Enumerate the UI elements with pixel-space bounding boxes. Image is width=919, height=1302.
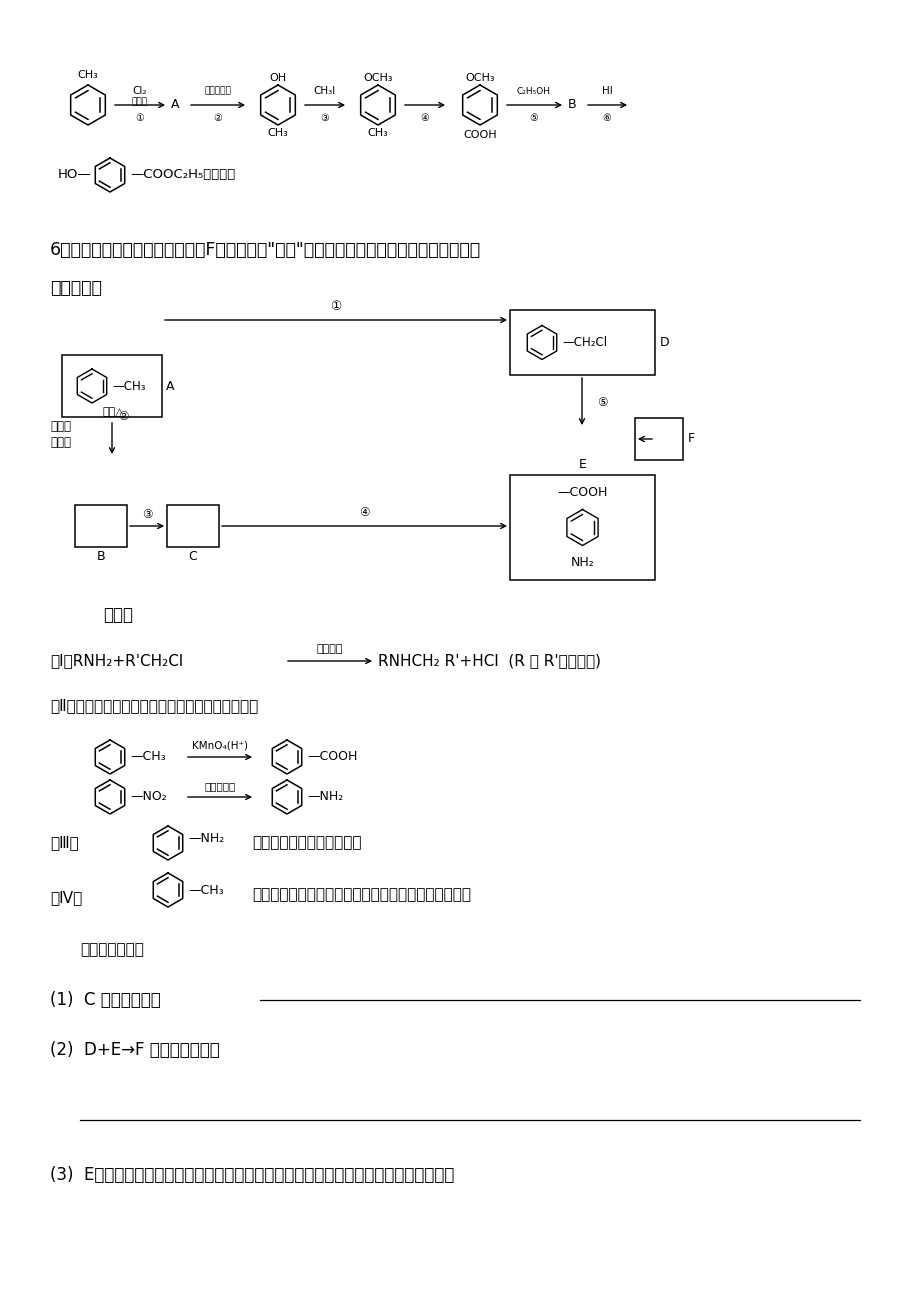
Text: CH₃: CH₃ (77, 70, 98, 79)
Text: C₂H₅OH: C₂H₅OH (516, 86, 550, 95)
Text: OCH₃: OCH₃ (363, 73, 392, 83)
Text: 浓硝酸: 浓硝酸 (50, 435, 71, 448)
Text: —COOH: —COOH (557, 487, 607, 500)
Bar (634, 418, 682, 460)
Text: B: B (567, 99, 576, 112)
Text: Cl₂: Cl₂ (132, 86, 147, 96)
Text: ⑤: ⑤ (596, 396, 607, 409)
Text: OCH₃: OCH₃ (465, 73, 494, 83)
Bar (167, 505, 219, 547)
Text: C: C (188, 549, 198, 562)
Text: D: D (659, 336, 669, 349)
Text: 水溶△: 水溶△ (103, 408, 125, 417)
Text: （Ⅰ）RNH₂+R'CH₂Cl: （Ⅰ）RNH₂+R'CH₂Cl (50, 654, 183, 668)
Text: 成路线为：: 成路线为： (50, 279, 102, 297)
Text: 催化剂: 催化剂 (131, 98, 148, 107)
Text: （苯胺，弱碱性，易氧化）: （苯胺，弱碱性，易氧化） (252, 836, 361, 850)
Text: ⑤: ⑤ (529, 113, 538, 122)
Text: ③: ③ (142, 508, 152, 521)
Text: COOH: COOH (462, 130, 496, 141)
Text: (1)  C 的结构简式是: (1) C 的结构简式是 (50, 991, 161, 1009)
Text: ①: ① (135, 113, 144, 122)
Text: A: A (171, 99, 179, 112)
Text: (2)  D+E→F 的化学方程式：: (2) D+E→F 的化学方程式： (50, 1042, 220, 1059)
Text: —NH₂: —NH₂ (187, 832, 224, 845)
Bar (509, 475, 654, 579)
Text: ④: ④ (420, 113, 429, 122)
Text: 回答下列问题：: 回答下列问题： (80, 943, 143, 957)
Text: F: F (687, 432, 695, 445)
Text: CH₃I: CH₃I (313, 86, 335, 96)
Text: OH: OH (269, 73, 286, 83)
Text: —CH₃: —CH₃ (130, 750, 165, 763)
Text: —CH₂Cl: —CH₂Cl (562, 336, 607, 349)
Text: ②: ② (118, 410, 129, 423)
Text: ③: ③ (321, 113, 329, 122)
Text: A: A (165, 379, 175, 392)
Text: （Ⅳ）: （Ⅳ） (50, 891, 82, 905)
Text: —COOH: —COOH (307, 750, 357, 763)
Bar (62, 355, 162, 417)
Text: ①: ① (330, 301, 341, 314)
Text: 浓硫酸: 浓硫酸 (50, 421, 71, 434)
Text: （Ⅲ）: （Ⅲ） (50, 836, 79, 850)
Text: —CH₃: —CH₃ (187, 884, 223, 897)
Text: (3)  E在一定条件下，可聚合成热固性很好的功能高分子，写出合成此高聚物的化学方程: (3) E在一定条件下，可聚合成热固性很好的功能高分子，写出合成此高聚物的化学方… (50, 1167, 454, 1184)
Text: ⑥: ⑥ (602, 113, 611, 122)
Text: RNHCH₂ R'+HCl  (R 和 R'代表烃基): RNHCH₂ R'+HCl (R 和 R'代表烃基) (378, 654, 600, 668)
Text: HO—: HO— (58, 168, 92, 181)
Text: 6．据《中国制药》报道，化合物F是用于制备"非典"药品（盐酸祛炎痛）的中间产物，其合: 6．据《中国制药》报道，化合物F是用于制备"非典"药品（盐酸祛炎痛）的中间产物，… (50, 241, 481, 259)
Bar (75, 505, 127, 547)
Text: B: B (96, 549, 105, 562)
Text: CH₃: CH₃ (368, 128, 388, 138)
Text: 一定条件下: 一定条件下 (204, 86, 232, 95)
Text: KMnO₄(H⁺): KMnO₄(H⁺) (192, 741, 248, 751)
Text: 与浓硫酸、浓硝酸混合在不同温度下会得到不同产物。: 与浓硫酸、浓硝酸混合在不同温度下会得到不同产物。 (252, 888, 471, 902)
Text: 一定条件: 一定条件 (316, 644, 343, 654)
Text: HI: HI (601, 86, 612, 96)
Text: 已知：: 已知： (103, 605, 133, 624)
Text: —COOC₂H₅（产品）: —COOC₂H₅（产品） (130, 168, 235, 181)
Text: ④: ④ (358, 506, 369, 519)
Text: 一定条件下: 一定条件下 (204, 781, 235, 792)
Text: CH₃: CH₃ (267, 128, 288, 138)
Text: E: E (578, 458, 585, 471)
Text: —NH₂: —NH₂ (307, 790, 343, 803)
Text: —NO₂: —NO₂ (130, 790, 166, 803)
Text: ②: ② (213, 113, 222, 122)
Text: —CH₃: —CH₃ (112, 379, 145, 392)
Bar (509, 310, 654, 375)
Text: （Ⅱ）苯的同系物能被酸性高锰酸钾溶液氧化，如：: （Ⅱ）苯的同系物能被酸性高锰酸钾溶液氧化，如： (50, 698, 258, 713)
Text: NH₂: NH₂ (570, 556, 594, 569)
